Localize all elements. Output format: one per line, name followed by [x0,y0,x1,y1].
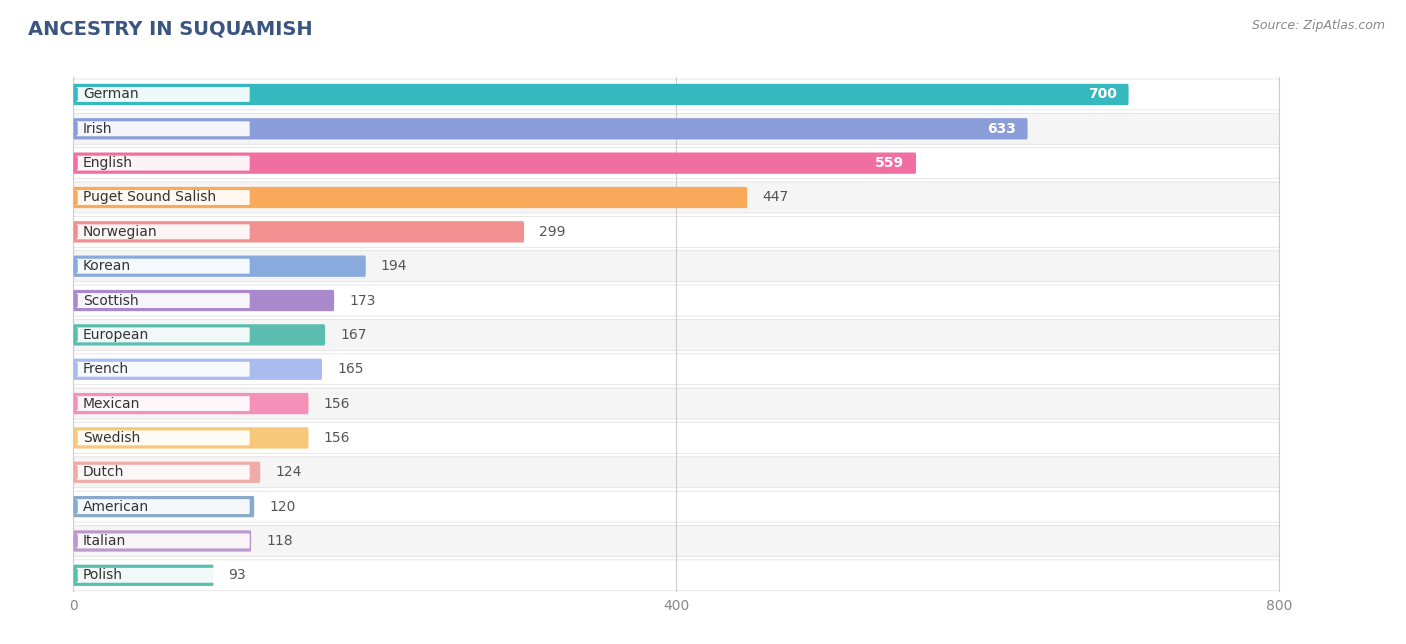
Text: 173: 173 [349,294,375,308]
FancyBboxPatch shape [73,324,325,346]
Text: Swedish: Swedish [83,431,141,445]
FancyBboxPatch shape [73,187,747,208]
FancyBboxPatch shape [73,153,917,174]
Text: German: German [83,88,139,102]
FancyBboxPatch shape [73,359,322,380]
FancyBboxPatch shape [73,216,1279,247]
Text: European: European [83,328,149,342]
FancyBboxPatch shape [76,568,250,583]
Text: Scottish: Scottish [83,294,139,308]
FancyBboxPatch shape [73,491,1279,522]
Text: Dutch: Dutch [83,465,124,479]
FancyBboxPatch shape [76,327,250,343]
FancyBboxPatch shape [73,354,1279,384]
Text: 167: 167 [340,328,367,342]
Text: 124: 124 [276,465,302,479]
Text: Norwegian: Norwegian [83,225,157,239]
FancyBboxPatch shape [76,499,250,514]
FancyBboxPatch shape [73,496,254,517]
Text: Irish: Irish [83,122,112,136]
FancyBboxPatch shape [73,285,1279,316]
FancyBboxPatch shape [73,393,308,414]
FancyBboxPatch shape [76,533,250,549]
FancyBboxPatch shape [73,84,1129,105]
FancyBboxPatch shape [76,190,250,205]
FancyBboxPatch shape [73,221,524,243]
FancyBboxPatch shape [73,118,1028,140]
FancyBboxPatch shape [73,560,1279,591]
Text: 299: 299 [538,225,565,239]
Text: Puget Sound Salish: Puget Sound Salish [83,191,217,205]
FancyBboxPatch shape [73,147,1279,178]
Text: 447: 447 [762,191,789,205]
FancyBboxPatch shape [73,290,335,311]
Text: 194: 194 [381,259,408,273]
FancyBboxPatch shape [76,293,250,308]
FancyBboxPatch shape [76,362,250,377]
FancyBboxPatch shape [73,457,1279,488]
Text: American: American [83,500,149,514]
Text: 93: 93 [229,568,246,582]
Text: 120: 120 [270,500,295,514]
FancyBboxPatch shape [73,79,1279,110]
FancyBboxPatch shape [73,251,1279,281]
FancyBboxPatch shape [76,121,250,137]
FancyBboxPatch shape [73,462,260,483]
FancyBboxPatch shape [76,224,250,240]
FancyBboxPatch shape [73,422,1279,453]
Text: French: French [83,362,129,376]
Text: ANCESTRY IN SUQUAMISH: ANCESTRY IN SUQUAMISH [28,19,312,39]
FancyBboxPatch shape [73,182,1279,213]
Text: Italian: Italian [83,534,127,548]
FancyBboxPatch shape [76,87,250,102]
FancyBboxPatch shape [73,319,1279,350]
Text: 559: 559 [875,156,904,170]
Text: Korean: Korean [83,259,131,273]
FancyBboxPatch shape [73,388,1279,419]
Text: 700: 700 [1088,88,1116,102]
FancyBboxPatch shape [73,113,1279,144]
FancyBboxPatch shape [76,259,250,274]
FancyBboxPatch shape [73,427,308,449]
FancyBboxPatch shape [73,530,252,552]
Text: Source: ZipAtlas.com: Source: ZipAtlas.com [1251,19,1385,32]
Text: English: English [83,156,134,170]
Text: 118: 118 [266,534,292,548]
Text: Mexican: Mexican [83,397,141,411]
FancyBboxPatch shape [73,256,366,277]
Text: 156: 156 [323,431,350,445]
Text: 156: 156 [323,397,350,411]
FancyBboxPatch shape [76,430,250,446]
FancyBboxPatch shape [76,396,250,411]
Text: Polish: Polish [83,568,124,582]
FancyBboxPatch shape [73,565,214,586]
Text: 633: 633 [987,122,1015,136]
FancyBboxPatch shape [76,465,250,480]
FancyBboxPatch shape [73,526,1279,556]
FancyBboxPatch shape [76,156,250,171]
Text: 165: 165 [337,362,364,376]
